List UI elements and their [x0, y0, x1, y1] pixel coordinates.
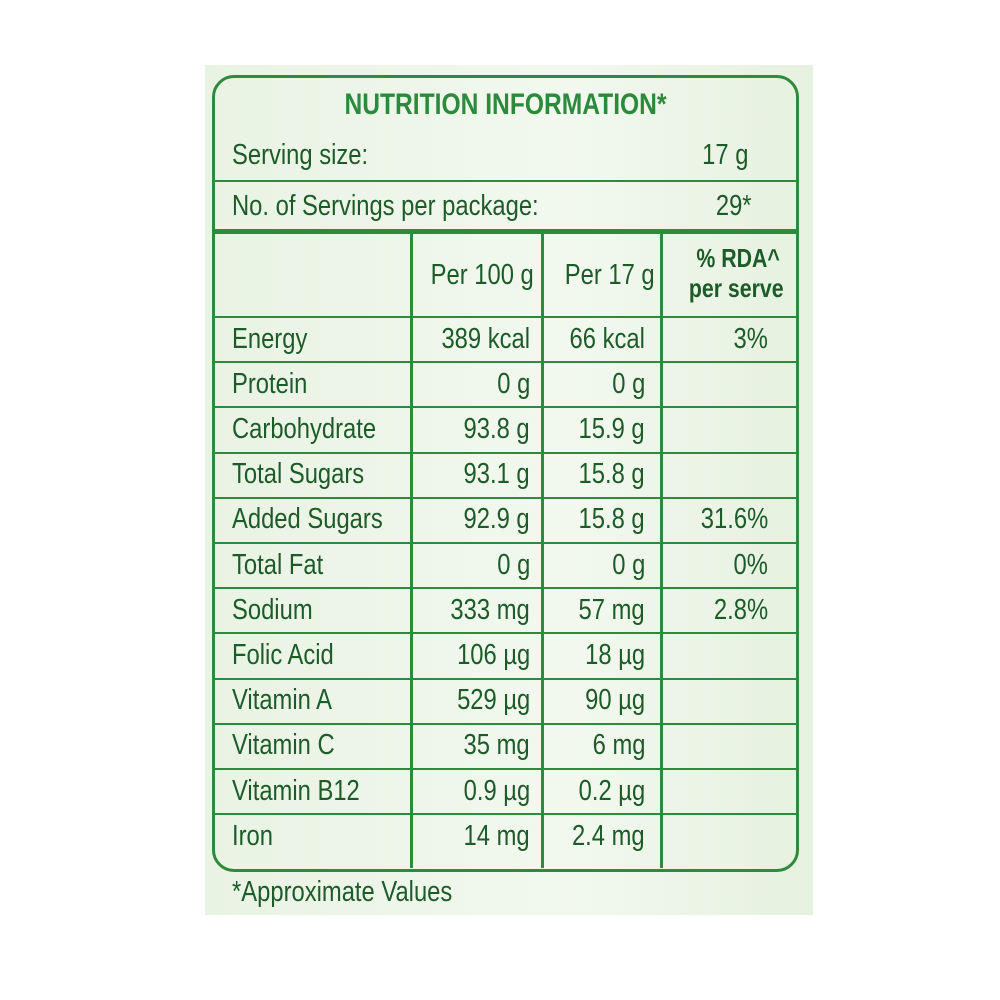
rule [541, 234, 544, 868]
rule [215, 229, 796, 234]
rda: 31.6% [700, 503, 768, 536]
per-100g: 93.8 g [463, 413, 530, 445]
rule [215, 361, 796, 364]
per-serve: 6 mg [592, 729, 645, 762]
rule [215, 542, 796, 544]
rule [215, 406, 796, 409]
nutrient: Sodium [232, 593, 313, 626]
servings-label: No. of Servings per package: [232, 190, 539, 222]
nutrient: Energy [232, 322, 308, 355]
label-border [212, 75, 799, 872]
rule [215, 316, 796, 318]
per-serve: 57 mg [578, 593, 645, 626]
per-100g: 529 µg [456, 684, 530, 717]
rule [410, 234, 413, 868]
per-serve: 90 µg [585, 684, 645, 717]
rda: 0% [733, 548, 768, 581]
rule [215, 677, 796, 680]
label-panel [205, 65, 813, 915]
title: NUTRITION INFORMATION* [344, 88, 667, 121]
per-serve: 15.8 g [578, 503, 645, 536]
per-serve: 0 g [611, 548, 645, 581]
serving-size-label: Serving size: [232, 139, 369, 171]
rda: 3% [733, 322, 768, 355]
per-serve: 0 g [611, 367, 645, 400]
servings-value: 29* [716, 190, 752, 222]
nutrient: Folic Acid [232, 639, 334, 671]
nutrient: Vitamin A [232, 684, 333, 717]
per-100g: 14 mg [463, 819, 530, 852]
per-100g: 333 mg [450, 593, 530, 626]
per-100g: 0 g [496, 548, 530, 581]
per-100g: 93.1 g [463, 458, 530, 491]
nutrient: Vitamin C [232, 729, 335, 762]
per-serve: 0.2 µg [578, 774, 645, 807]
rule [215, 180, 796, 182]
serving-size-value: 17 g [701, 139, 748, 171]
nutrient: Carbohydrate [232, 413, 377, 445]
per-100g: 0.9 µg [463, 774, 530, 807]
rule [215, 768, 796, 770]
rda: 2.8% [713, 593, 768, 626]
per-serve: 2.4 mg [572, 819, 645, 852]
per-serve: 15.9 g [578, 413, 645, 445]
rule [215, 587, 796, 590]
per-serve: 18 µg [585, 639, 645, 671]
header-rda: % RDA^ [696, 243, 780, 273]
nutrient: Iron [232, 819, 273, 852]
rule [215, 496, 796, 499]
nutrient: Total Sugars [232, 458, 365, 491]
per-100g: 35 mg [463, 729, 530, 762]
footnote: *Approximate Values [232, 876, 453, 908]
nutrient: Total Fat [232, 548, 324, 581]
rule [660, 234, 663, 868]
nutrient: Added Sugars [232, 503, 383, 536]
rule [215, 813, 796, 816]
nutrient: Vitamin B12 [232, 774, 360, 807]
rule [215, 451, 796, 454]
rule [215, 722, 796, 725]
per-serve: 66 kcal [569, 322, 645, 355]
rule [215, 632, 796, 635]
per-100g: 92.9 g [463, 503, 530, 536]
per-100g: 106 µg [456, 639, 530, 671]
header-per-100g: Per 100 g [430, 259, 534, 291]
per-100g: 0 g [496, 367, 530, 400]
per-serve: 15.8 g [578, 458, 645, 491]
header-per-serve: Per 17 g [565, 259, 655, 291]
per-100g: 389 kcal [441, 322, 530, 355]
nutrient: Protein [232, 367, 308, 400]
header-rda: per serve [689, 273, 784, 303]
